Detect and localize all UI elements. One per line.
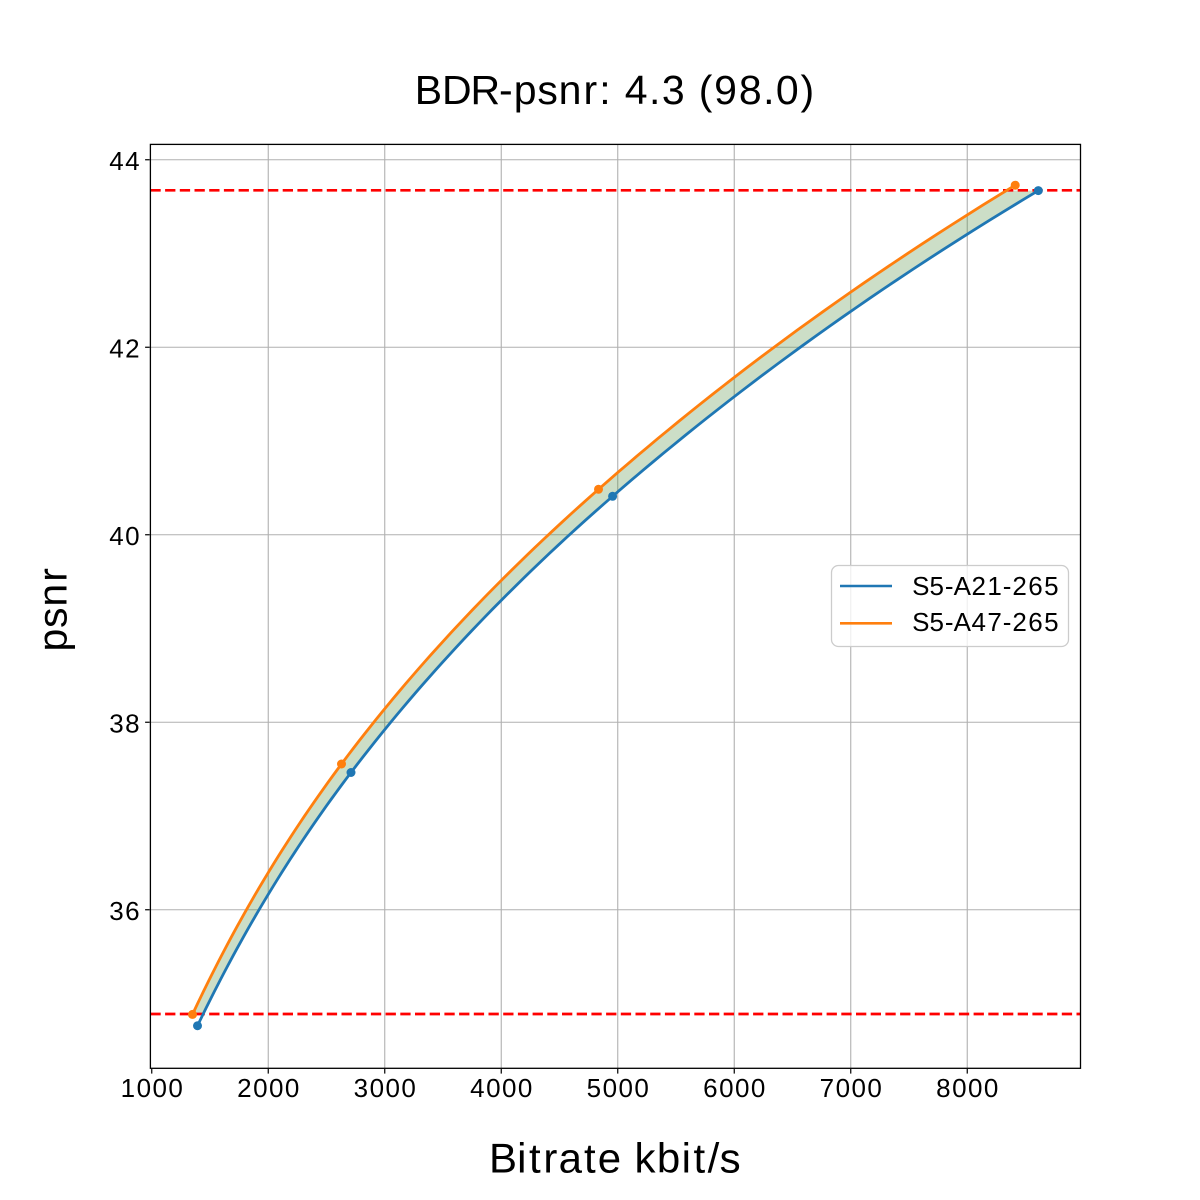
- svg-text:36: 36: [109, 896, 139, 926]
- svg-text:4000: 4000: [470, 1073, 532, 1103]
- svg-text:1000: 1000: [121, 1073, 183, 1103]
- svg-text:8000: 8000: [936, 1073, 998, 1103]
- svg-text:S5-A47-265: S5-A47-265: [912, 607, 1058, 637]
- svg-text:S5-A21-265: S5-A21-265: [912, 571, 1058, 601]
- svg-text:40: 40: [109, 521, 139, 551]
- svg-text:3000: 3000: [354, 1073, 416, 1103]
- svg-text:6000: 6000: [703, 1073, 765, 1103]
- svg-text:BDR-psnr: 4.3 (98.0): BDR-psnr: 4.3 (98.0): [415, 67, 814, 113]
- svg-text:7000: 7000: [820, 1073, 882, 1103]
- svg-text:Bitrate kbit/s: Bitrate kbit/s: [489, 1135, 741, 1182]
- svg-text:psnr: psnr: [30, 568, 76, 651]
- svg-text:5000: 5000: [587, 1073, 649, 1103]
- svg-text:42: 42: [109, 333, 139, 363]
- svg-text:38: 38: [109, 708, 139, 738]
- svg-text:44: 44: [109, 146, 139, 176]
- svg-text:2000: 2000: [237, 1073, 299, 1103]
